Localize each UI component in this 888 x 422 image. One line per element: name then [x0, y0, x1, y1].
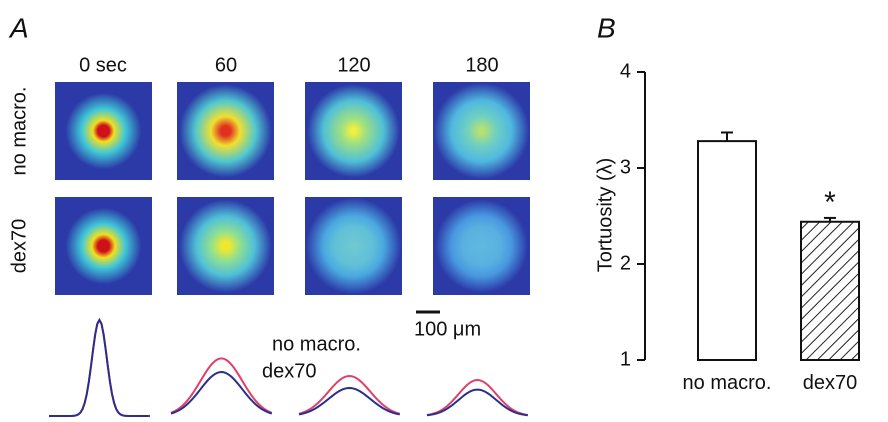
time-label: 120: [337, 54, 370, 76]
heatmap-image: [305, 197, 402, 295]
time-label: 0 sec: [79, 54, 127, 76]
profile-curve: [49, 320, 150, 416]
profile-curve: [49, 320, 150, 416]
bar: [801, 222, 859, 360]
annotation: *: [824, 186, 836, 219]
profile-curve: [427, 390, 528, 416]
y-axis-label: Tortuosity (λ): [594, 158, 616, 272]
time-label: 60: [215, 54, 237, 76]
profile-curve: [171, 372, 272, 414]
time-label: 180: [465, 54, 498, 76]
panel-label: B: [597, 12, 616, 43]
row-label: dex70: [8, 219, 30, 274]
heatmap-image: [305, 82, 402, 180]
row-label: no macro.: [8, 87, 30, 176]
heatmap-image: [433, 82, 530, 180]
bar: [698, 141, 756, 360]
x-tick-label: no macro.: [682, 372, 772, 394]
figure: A 0 sec 60 120 180 no macro. dex70 100 μ…: [0, 0, 888, 422]
legend-label: dex70: [262, 360, 317, 382]
heatmap-image: [433, 197, 530, 295]
heatmap-image: [55, 197, 152, 295]
chart: A 0 sec 60 120 180 no macro. dex70 100 μ…: [0, 0, 888, 422]
legend-label: no macro.: [272, 333, 361, 355]
x-tick-label: dex70: [785, 372, 875, 394]
heatmap-image: [177, 82, 274, 180]
y-tick-label: 1: [620, 348, 631, 370]
y-tick-label: 4: [620, 60, 631, 82]
y-tick-label: 2: [620, 252, 631, 274]
scale-bar-label: 100 μm: [414, 318, 481, 340]
profile-curve: [427, 380, 528, 415]
y-tick-label: 3: [620, 156, 631, 178]
heatmap-image: [55, 82, 152, 180]
panel-label: A: [8, 12, 29, 43]
profile-curve: [299, 388, 400, 414]
heatmap-image: [177, 197, 274, 295]
